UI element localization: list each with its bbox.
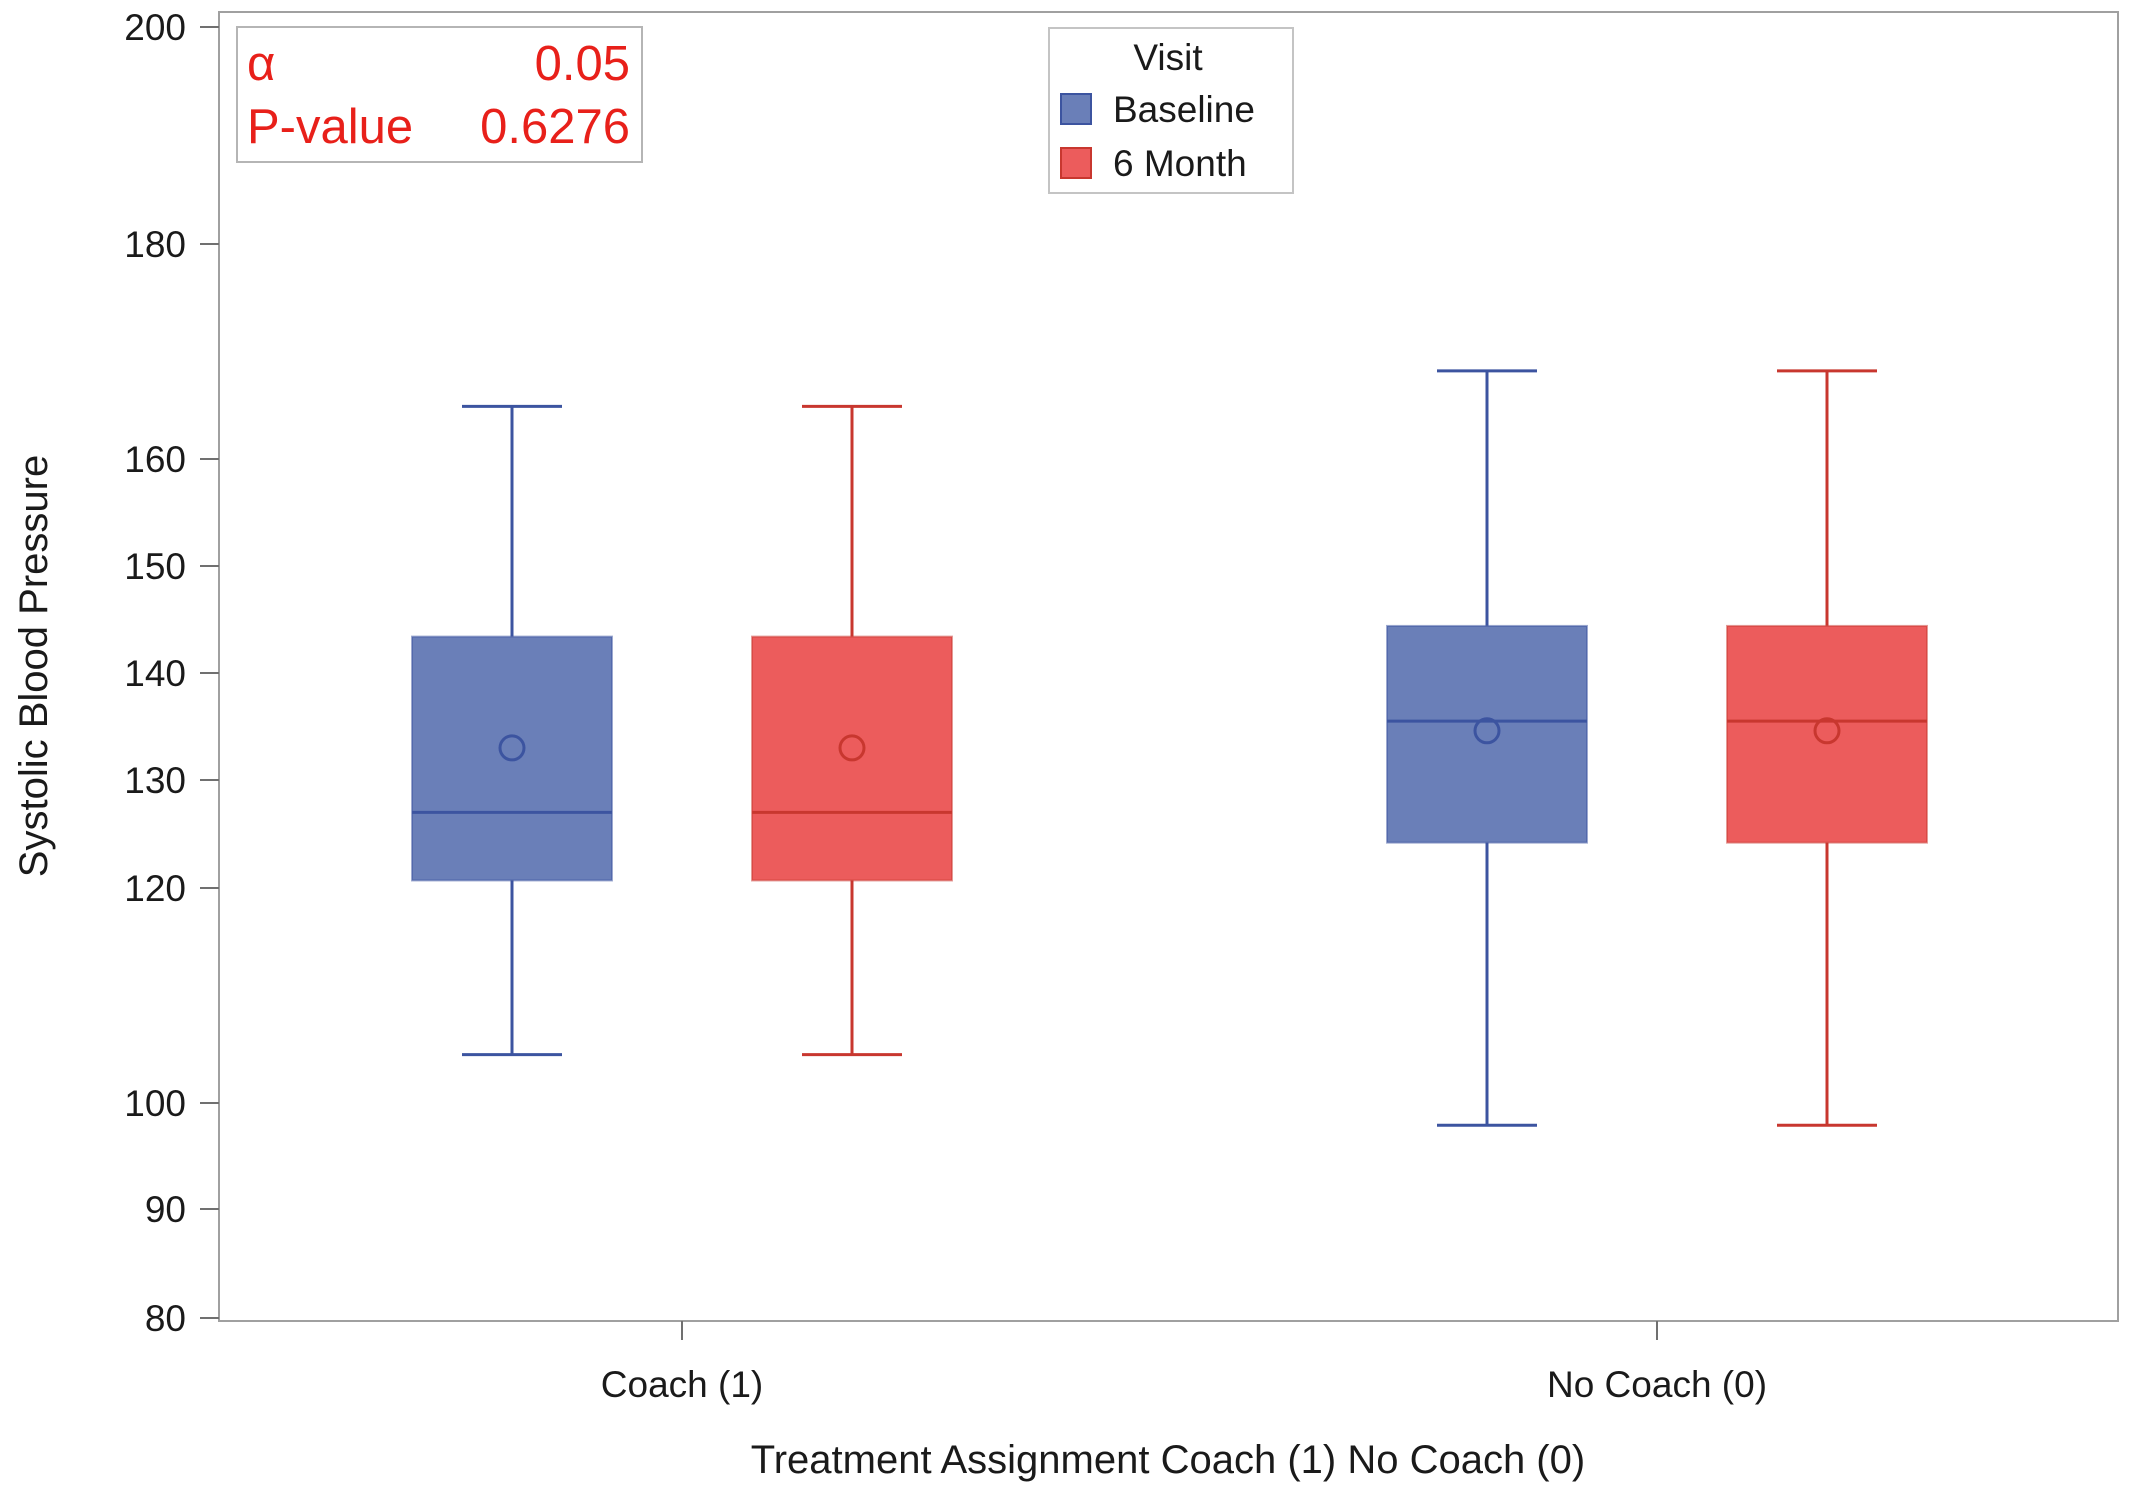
legend-label-6-month: 6 Month — [1113, 143, 1247, 184]
x-tick-label-no-coach-0: No Coach (0) — [1547, 1364, 1767, 1405]
y-tick-label-130: 130 — [124, 760, 186, 801]
legend-swatch-6-month — [1060, 147, 1092, 179]
legend-label-baseline: Baseline — [1113, 89, 1255, 130]
stat-box-frame — [236, 26, 643, 163]
x-axis: Coach (1) No Coach (0) — [601, 1321, 1767, 1405]
y-tick-label-90: 90 — [145, 1189, 186, 1230]
mean-marker-6-month-no-coach-0 — [1813, 717, 1841, 745]
y-axis-title: Systolic Blood Pressure — [12, 455, 56, 877]
mean-marker-6-month-coach-1 — [838, 734, 866, 762]
y-tick-label-120: 120 — [124, 868, 186, 909]
legend-title: Visit — [1133, 37, 1203, 78]
y-tick-label-180: 180 — [124, 224, 186, 265]
plot-frame — [218, 11, 2119, 1322]
y-tick-label-140: 140 — [124, 653, 186, 694]
y-tick-label-100: 100 — [124, 1083, 186, 1124]
p-value-value: 0.6276 — [480, 100, 630, 154]
box-baseline-no-coach-0 — [1386, 369, 1588, 1127]
mean-marker-baseline-no-coach-0 — [1473, 717, 1501, 745]
box-6-month-coach-1 — [751, 404, 953, 1057]
alpha-value: 0.05 — [535, 37, 630, 91]
legend: Visit Baseline 6 Month — [1048, 27, 1294, 194]
x-axis-title: Treatment Assignment Coach (1) No Coach … — [751, 1438, 1585, 1482]
y-axis: 80 90 100 120 130 140 150 160 180 200 — [124, 7, 219, 1339]
y-tick-label-150: 150 — [124, 546, 186, 587]
x-tick-label-coach-1: Coach (1) — [601, 1364, 763, 1405]
alpha-label: α — [247, 37, 275, 91]
mean-marker-baseline-coach-1 — [498, 734, 526, 762]
p-value-label: P-value — [247, 100, 413, 154]
iqr-box-6-month-no-coach-0 — [1726, 624, 1928, 844]
box-plots — [411, 369, 1928, 1127]
y-tick-label-200: 200 — [124, 7, 186, 48]
box-6-month-no-coach-0 — [1726, 369, 1928, 1127]
y-tick-label-160: 160 — [124, 439, 186, 480]
stat-box: α 0.05 P-value 0.6276 — [236, 26, 643, 163]
legend-swatch-baseline — [1060, 93, 1092, 125]
box-baseline-coach-1 — [411, 404, 613, 1057]
iqr-box-baseline-no-coach-0 — [1386, 624, 1588, 844]
y-tick-label-80: 80 — [145, 1298, 186, 1339]
